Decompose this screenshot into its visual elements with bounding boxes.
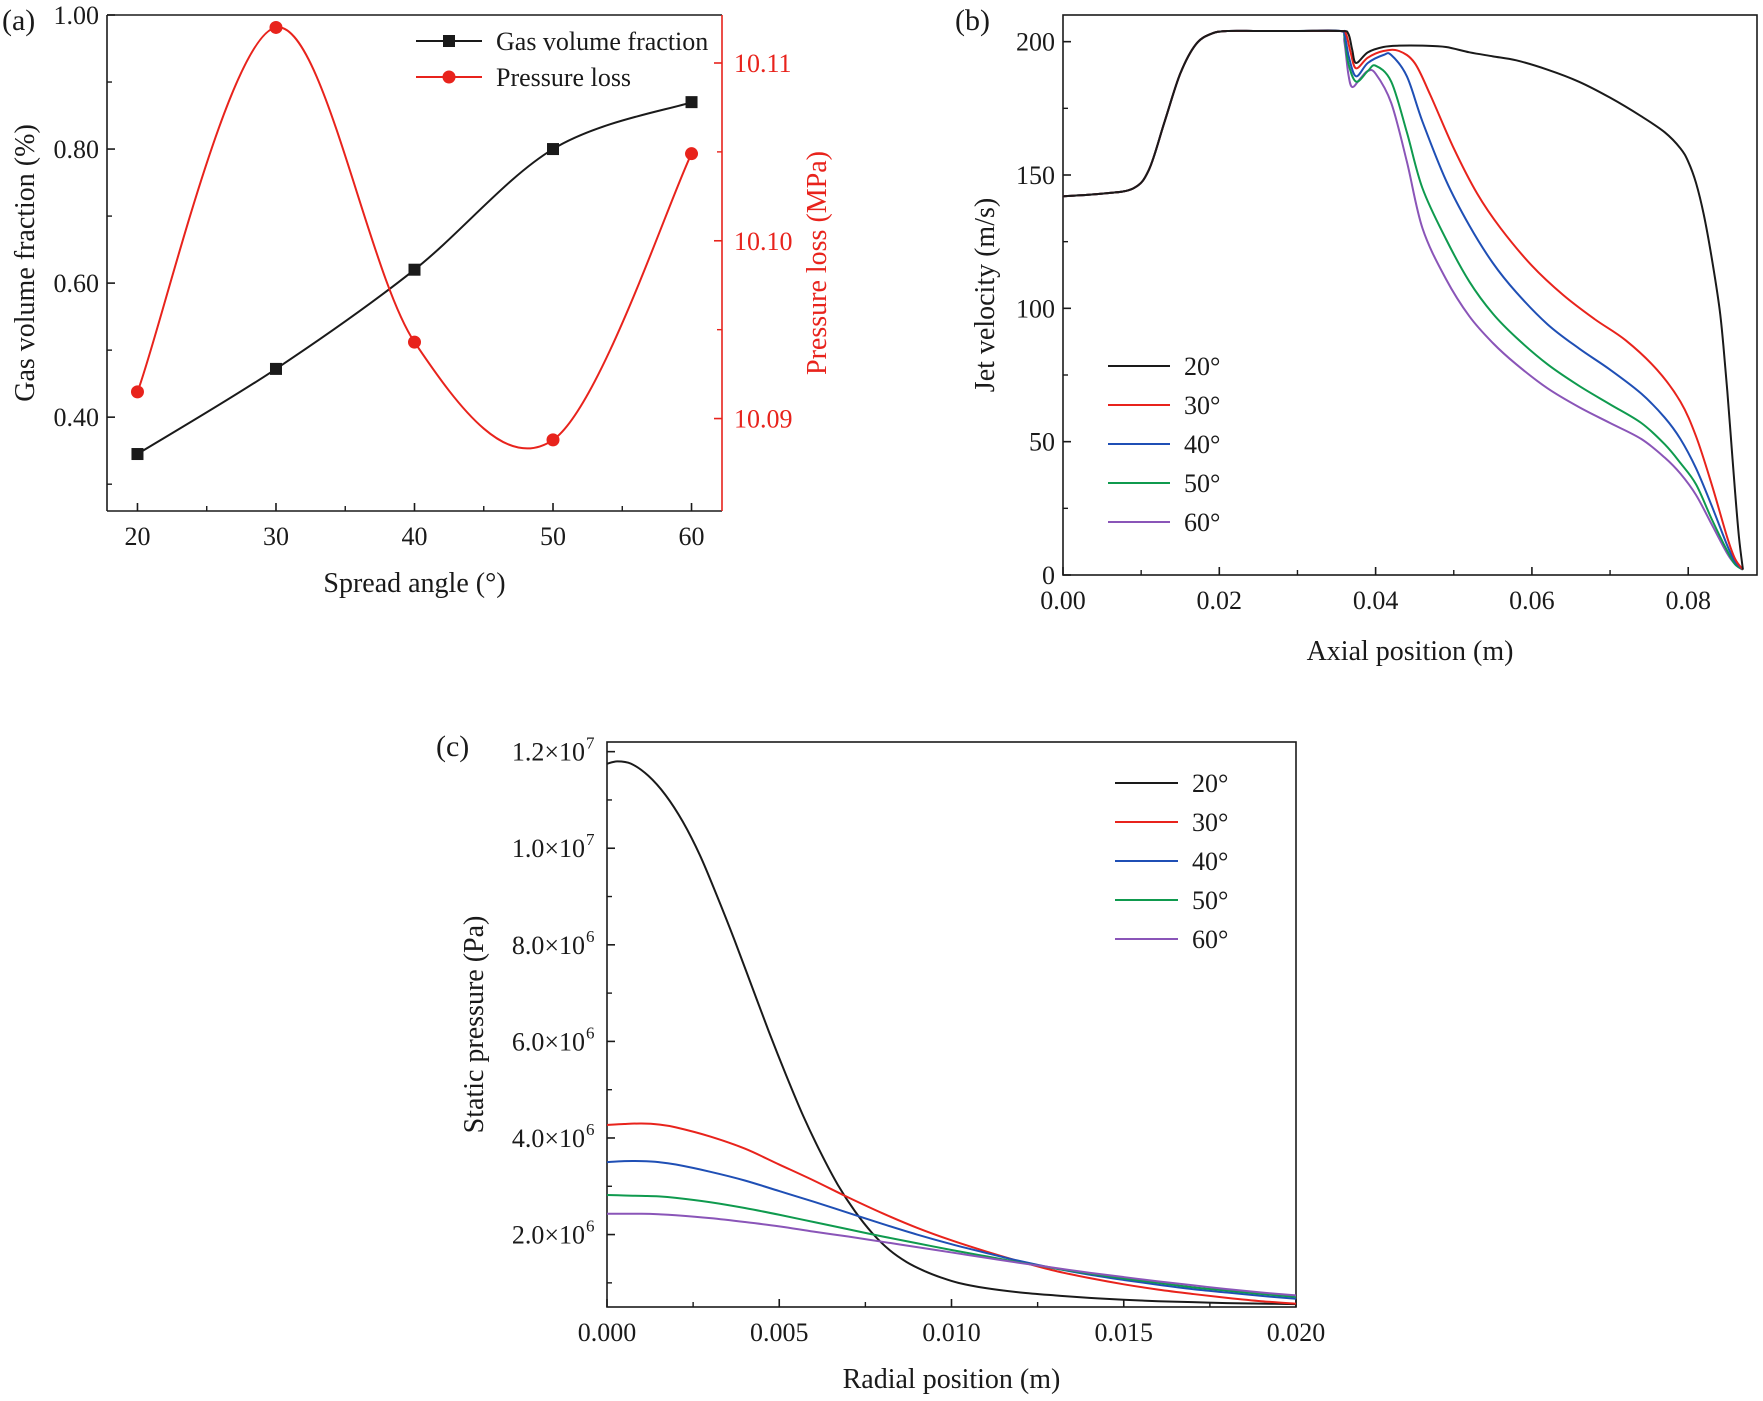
data-point-square (269, 362, 282, 375)
legend-label: Gas volume fraction (496, 27, 708, 56)
x-tick-label: 0.06 (1509, 586, 1555, 615)
panel-b: 0.00 0.02 0.04 0.06 0.08 0 50 100 150 200 Axial po… (955, 4, 1758, 667)
series-line (136, 26, 693, 450)
legend-marker-circle (442, 70, 456, 84)
y-tick-label: 150 (1016, 161, 1055, 190)
y-tick-label: 0.40 (54, 403, 100, 432)
data-point-square (131, 448, 144, 461)
x-tick-label: 60 (679, 522, 705, 551)
legend-label: 40° (1192, 847, 1228, 876)
y-tick-label: 0 (1042, 561, 1055, 590)
data-point-circle (546, 433, 560, 447)
y-axis-label: Jet velocity (m/s) (970, 198, 1001, 392)
x-tick-label: 0.010 (922, 1318, 981, 1347)
data-point-circle (130, 385, 144, 399)
x-tick-label: 20 (124, 522, 150, 551)
legend: Gas volume fraction Pressure loss (416, 27, 708, 92)
series-line (136, 101, 692, 455)
legend-label: 50° (1192, 886, 1228, 915)
x-tick-label: 0.005 (750, 1318, 809, 1347)
y-tick-exponent: 6 (586, 1120, 595, 1139)
x-tick-label: 40 (402, 522, 428, 551)
y-tick-label: 0.80 (54, 135, 100, 164)
series-line (606, 1122, 1297, 1305)
y2-tick-label: 10.09 (734, 405, 793, 434)
series-line (1062, 29, 1744, 571)
legend-label: 40° (1184, 430, 1220, 459)
x-tick-label: 0.000 (578, 1318, 637, 1347)
panel-label: (a) (2, 4, 35, 37)
data-point-square (408, 263, 421, 276)
x-tick-label: 0.015 (1095, 1318, 1154, 1347)
series-line (606, 760, 1297, 1306)
y-tick-label: 100 (1016, 294, 1055, 323)
x-tick-label: 0.08 (1665, 586, 1711, 615)
legend-label: 20° (1184, 352, 1220, 381)
y-tick-label: 200 (1016, 28, 1055, 57)
y-tick-exponent: 6 (586, 927, 595, 946)
x-axis-label: Axial position (m) (1307, 636, 1514, 667)
x-tick-label: 30 (263, 522, 289, 551)
x-tick-label: 0.020 (1267, 1318, 1326, 1347)
legend: 20° 30° 40° 50° 60° (1108, 352, 1220, 537)
data-point-circle (408, 335, 421, 349)
series-line (1062, 29, 1744, 570)
y-axis-label: Gas volume fraction (%) (10, 124, 41, 402)
legend-marker-square (443, 35, 455, 47)
legend-label: 60° (1192, 925, 1228, 954)
x-tick-label: 0.04 (1353, 586, 1399, 615)
x-tick-label: 0.02 (1197, 586, 1243, 615)
y2-tick-label: 10.10 (734, 227, 793, 256)
data-point-square (547, 143, 560, 156)
y2-axis-label: Pressure loss (MPa) (802, 151, 833, 375)
y-tick-exponent: 6 (586, 1023, 595, 1042)
panel-label: (b) (955, 4, 990, 37)
y-tick-label: 50 (1029, 428, 1055, 457)
y-tick-label: 6.0×10 (512, 1027, 585, 1056)
series-line (606, 1212, 1297, 1297)
data-point-circle (685, 147, 699, 161)
y-tick-label: 8.0×10 (512, 931, 585, 960)
series-line (606, 1193, 1297, 1298)
y-tick-exponent: 7 (586, 830, 595, 849)
y-tick-exponent: 7 (586, 734, 595, 753)
legend-label: 50° (1184, 469, 1220, 498)
y-tick-label: 4.0×10 (512, 1124, 585, 1153)
series-line (606, 1160, 1297, 1300)
data-point-circle (269, 20, 283, 34)
y-tick-label: 1.0×10 (512, 834, 585, 863)
data-point-square (685, 96, 698, 109)
legend-label: 30° (1184, 391, 1220, 420)
y-tick-label: 1.2×10 (512, 738, 585, 767)
x-tick-label: 0.00 (1040, 586, 1086, 615)
x-axis-label: Radial position (m) (843, 1364, 1061, 1395)
legend-label: Pressure loss (496, 63, 631, 92)
series-line (1062, 29, 1744, 571)
panel-a: 20 30 40 50 60 0.40 0.60 0.80 1.00 10.09 10.10 10.1… (2, 1, 833, 599)
y-axis-label: Static pressure (Pa) (459, 916, 490, 1134)
panel-label: (c) (436, 730, 469, 763)
legend-label: 20° (1192, 769, 1228, 798)
y-tick-label: 0.60 (54, 269, 100, 298)
plot-frame (1062, 14, 1758, 576)
x-axis-label: Spread angle (°) (323, 568, 505, 599)
y-tick-label: 2.0×10 (512, 1221, 585, 1250)
legend: 20° 30° 40° 50° 60° (1115, 769, 1228, 954)
legend-label: 60° (1184, 508, 1220, 537)
series-line (1062, 29, 1744, 571)
x-tick-label: 50 (540, 522, 566, 551)
legend-label: 30° (1192, 808, 1228, 837)
y-tick-exponent: 6 (586, 1217, 595, 1236)
y-tick-label: 1.00 (54, 1, 100, 30)
y2-tick-label: 10.11 (734, 49, 792, 78)
series-line (1062, 29, 1744, 571)
